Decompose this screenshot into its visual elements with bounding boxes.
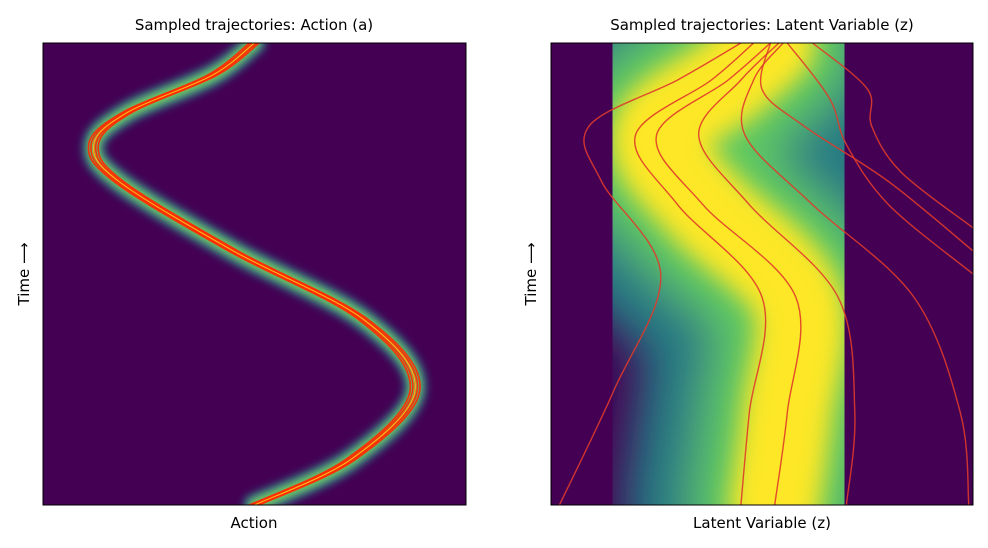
action-panel-title: Sampled trajectories: Action (a) bbox=[135, 16, 373, 34]
latent-trajectory-line bbox=[655, 43, 802, 505]
latent-plot-area bbox=[551, 43, 973, 505]
latent-trajectory-line bbox=[740, 43, 970, 505]
latent-trajectory-line bbox=[786, 43, 973, 275]
latent-trajectory-line bbox=[633, 43, 767, 505]
latent-trajectory-line bbox=[812, 43, 973, 229]
latent-x-axis-label: Latent Variable (z) bbox=[693, 514, 831, 532]
action-y-axis-label: Time ⟶ bbox=[15, 243, 33, 307]
latent-panel-title: Sampled trajectories: Latent Variable (z… bbox=[610, 16, 914, 34]
latent-y-axis-label: Time ⟶ bbox=[522, 243, 540, 307]
latent-trajectory-line bbox=[697, 43, 856, 505]
latent-trajectory-line bbox=[558, 43, 742, 505]
action-x-axis-label: Action bbox=[231, 514, 278, 532]
action-trajectory-line bbox=[94, 43, 419, 505]
latent-panel: Sampled trajectories: Latent Variable (z… bbox=[522, 16, 974, 532]
latent-trajectory-line bbox=[759, 43, 973, 252]
action-axes-frame bbox=[42, 42, 467, 506]
action-trajectory-line bbox=[90, 43, 414, 505]
action-trajectory-line bbox=[87, 43, 412, 505]
latent-axes-frame bbox=[550, 42, 974, 506]
action-panel: Sampled trajectories: Action (a) Action … bbox=[15, 16, 467, 532]
action-plot-area bbox=[82, 43, 427, 505]
action-trajectory-line bbox=[97, 43, 421, 505]
action-trajectory-highlight bbox=[93, 43, 416, 505]
